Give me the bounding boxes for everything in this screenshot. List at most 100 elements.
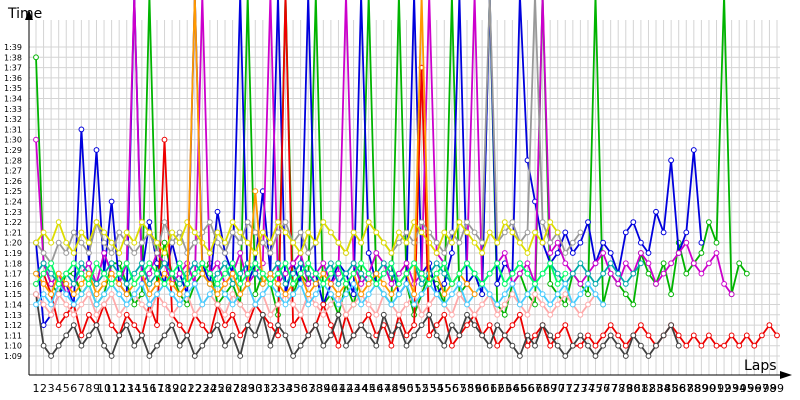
data-point [464,281,470,287]
data-point [373,311,380,318]
data-point [161,332,168,339]
x-tick-label: 2 [40,382,47,395]
y-tick-label: 1:37 [4,64,22,73]
data-point [690,260,697,267]
data-point [577,229,584,236]
data-point [494,239,501,246]
data-point [554,229,561,236]
x-tick-label: 67 [528,382,542,395]
data-point [146,301,153,308]
data-point [403,332,410,339]
series-12 [33,260,569,287]
axes: Time Laps [7,6,792,379]
data-point [48,311,54,318]
data-point [509,291,516,298]
x-tick-label: 6 [70,382,77,395]
data-point [501,281,508,287]
data-point [282,270,289,277]
data-point [524,250,531,256]
y-tick-label: 1:14 [4,301,22,310]
x-tick-label: 86 [672,382,686,395]
data-point [78,229,85,236]
data-point [486,229,493,236]
x-tick-label: 33 [271,382,285,395]
data-point [101,270,107,277]
data-point [630,301,637,308]
data-point [607,270,614,277]
data-point [108,353,115,359]
x-tick-label: 46 [369,382,383,395]
data-point [524,342,531,349]
data-point [229,291,236,298]
data-point [161,301,168,308]
data-point [380,291,387,298]
data-point [418,322,425,329]
data-point [433,270,440,277]
data-point [63,301,70,308]
data-point [554,250,561,256]
data-point [615,332,622,339]
data-point [191,311,198,318]
data-point [93,291,100,298]
data-point [237,250,244,256]
data-point [237,239,244,246]
data-point [70,291,77,298]
data-point [456,281,463,287]
data-point [562,301,569,308]
x-tick-label: 90 [702,382,716,395]
data-point [426,332,433,339]
x-tick-label: 23 [195,382,209,395]
data-point [237,332,244,339]
x-tick-label: 98 [762,382,776,395]
data-point [411,301,418,308]
x-tick-label: 39 [316,382,330,395]
data-point [252,301,259,308]
data-point [328,281,334,287]
data-point [169,311,176,318]
data-point [328,291,334,298]
data-point [297,342,304,349]
data-point [328,301,334,308]
data-point [267,270,274,277]
data-point [259,311,266,318]
x-tick-label: 27 [226,382,240,395]
data-point [290,322,297,329]
data-point [592,281,599,287]
data-point [433,239,440,246]
data-point [706,332,712,339]
data-point [358,239,365,246]
data-point [93,322,100,329]
series-line [35,282,604,306]
data-point [638,342,644,349]
data-point [350,291,357,298]
data-point [93,281,100,287]
data-point [600,342,606,349]
data-point [305,250,312,256]
x-tick-label: 57 [452,382,466,395]
data-point [585,281,591,287]
x-tick-label: 47 [377,382,391,395]
data-point [774,332,780,339]
data-point [660,229,667,236]
data-point [350,301,357,308]
data-point [328,322,334,329]
data-point [433,322,440,329]
data-point [479,281,486,287]
data-point [403,270,410,277]
x-tick-label: 91 [710,382,724,395]
data-point [63,291,70,298]
data-point [237,353,244,359]
x-tick-label: 93 [725,382,739,395]
data-point [131,250,138,256]
x-tick-label: 42 [339,382,353,395]
data-point [388,260,395,267]
data-point [577,311,584,318]
data-point [176,239,183,246]
data-point [312,281,319,287]
data-point [63,281,70,287]
data-point [252,250,259,256]
x-tick-label: 89 [694,382,708,395]
x-tick-labels: 1 2 3 4 5 6 7 8 91011121314151617181920212223242… [33,382,785,395]
data-point [600,250,606,256]
x-tick-label: 25 [210,382,224,395]
